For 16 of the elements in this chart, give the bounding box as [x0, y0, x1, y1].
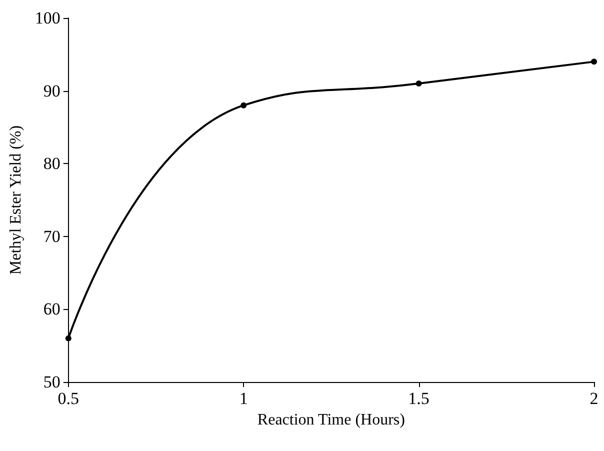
point — [416, 80, 422, 87]
point — [240, 102, 247, 108]
x-axis-title: Reaction Time (Hours) — [257, 411, 405, 428]
x-tick-label: 2 — [590, 389, 598, 408]
x-tick-label: 1 — [239, 389, 248, 408]
y-axis-title: Methyl Ester Yield (%) — [8, 125, 24, 275]
y-tick-label: 60 — [43, 300, 60, 319]
x-tick-label: 0.5 — [58, 389, 80, 408]
y-tick-label: 50 — [43, 372, 60, 392]
point — [591, 58, 597, 65]
point — [65, 335, 72, 342]
y-tick-label: 100 — [34, 8, 60, 28]
x-tick-label: 1.5 — [408, 389, 430, 408]
y-tick-label: 70 — [43, 226, 60, 246]
y-tick-label: 80 — [43, 154, 60, 174]
y-tick-label: 90 — [43, 81, 60, 100]
